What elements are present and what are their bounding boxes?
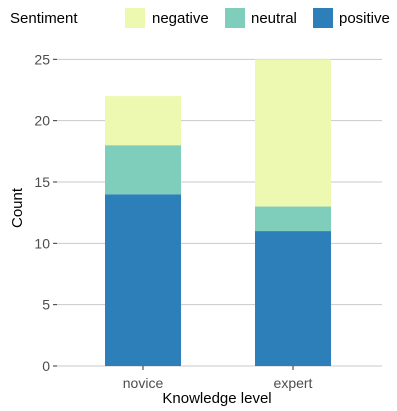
y-axis: 0 5 10 15 20 25 <box>34 51 57 374</box>
y-tick-label: 10 <box>34 235 50 251</box>
bar-expert-positive <box>255 231 331 366</box>
bar-novice-negative <box>105 96 181 146</box>
legend-swatch-negative <box>125 8 145 28</box>
x-axis: novice expert <box>123 366 313 391</box>
legend-label-positive: positive <box>339 10 390 27</box>
legend-swatch-positive <box>313 8 333 28</box>
y-tick-label: 5 <box>42 297 50 313</box>
y-tick-label: 0 <box>42 358 50 374</box>
legend-swatch-neutral <box>225 8 245 28</box>
x-axis-title: Knowledge level <box>162 390 271 407</box>
y-tick-label: 25 <box>34 51 50 67</box>
bar-expert-negative <box>255 59 331 207</box>
bars <box>105 59 331 366</box>
legend-label-negative: negative <box>152 10 209 27</box>
x-tick-label: novice <box>123 375 164 391</box>
legend-title: Sentiment <box>10 10 78 27</box>
y-tick-label: 20 <box>34 113 50 129</box>
y-tick-label: 15 <box>34 174 50 190</box>
legend: Sentiment negative neutral positive <box>10 8 390 28</box>
legend-label-neutral: neutral <box>251 10 297 27</box>
bar-novice-positive <box>105 194 181 366</box>
y-axis-title: Count <box>9 187 26 228</box>
x-tick-label: expert <box>274 375 313 391</box>
bar-expert-neutral <box>255 206 331 232</box>
bar-novice-neutral <box>105 145 181 195</box>
